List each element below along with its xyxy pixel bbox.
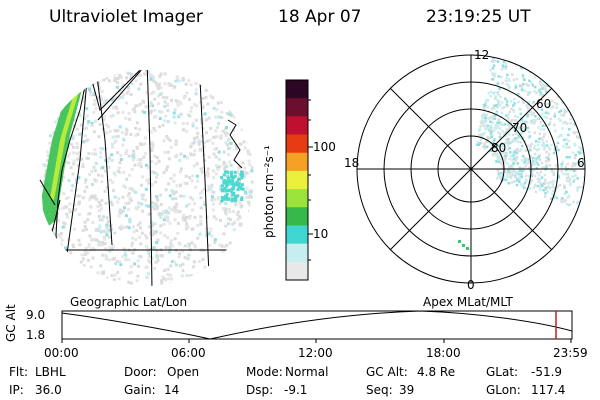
colorbar-block (286, 134, 308, 154)
altitude-xtick-1200: 12:00 (298, 346, 333, 360)
colorbar-block (286, 261, 308, 281)
colorbar-block (286, 243, 308, 263)
mlt-label-0: 0 (467, 278, 475, 292)
mlat-label-70: 70 (512, 121, 528, 135)
polar-plot-caption: Apex MLat/MLT (423, 295, 513, 309)
polar-diag-2 (389, 87, 553, 251)
info-dsp-label: Dsp: (246, 383, 274, 397)
info-gain-label: Gain: (124, 383, 156, 397)
colorbar-block (286, 225, 308, 245)
altitude-plot (61, 310, 573, 343)
colorbar-block (286, 80, 308, 99)
colorbar-block (286, 116, 308, 136)
info-gcalt-value: 4.8 Re (417, 365, 456, 379)
info-gain-value: 14 (164, 383, 180, 397)
geo-map-caption: Geographic Lat/Lon (70, 295, 188, 309)
info-seq-value: 39 (399, 383, 415, 397)
altitude-xtick-2359: 23:59 (553, 346, 588, 360)
info-flt-label: Flt: (9, 365, 28, 379)
colorbar-block (286, 207, 308, 226)
altitude-ytick-low: 1.8 (26, 328, 46, 342)
polar-plot (356, 54, 586, 284)
mlat-label-60: 60 (536, 97, 552, 111)
info-door-value: Open (167, 365, 200, 379)
info-dsp-value: -9.1 (284, 383, 308, 397)
colorbar-unit-label: photon cm⁻²s⁻¹ (262, 145, 276, 238)
info-mode-value: Normal (285, 365, 329, 379)
info-seq-label: Seq: (366, 383, 393, 397)
mlt-label-12: 12 (474, 48, 490, 62)
altitude-plot-frame (61, 310, 573, 340)
info-glon-value: 117.4 (531, 383, 566, 397)
colorbar-label-10: 10 (313, 227, 329, 241)
altitude-xtick-1800: 18:00 (426, 346, 461, 360)
colorbar-block (286, 98, 308, 117)
info-door-label: Door: (124, 365, 157, 379)
altitude-curve (61, 310, 573, 340)
altitude-ytick-high: 9.0 (26, 308, 46, 322)
mlat-label-80: 80 (491, 141, 507, 155)
info-mode-label: Mode: (246, 365, 283, 379)
altitude-ylabel: GC Alt (4, 304, 18, 342)
colorbar-block (286, 189, 308, 208)
mlt-label-18: 18 (344, 156, 360, 170)
altitude-xtick-0600: 06:00 (171, 346, 206, 360)
mlt-label-6: 6 (577, 156, 585, 170)
header-date: 18 Apr 07 (278, 7, 362, 27)
info-flt-value: LBHL (35, 365, 66, 379)
info-ip-value: 36.0 (35, 383, 62, 397)
info-gcalt-label: GC Alt: (366, 365, 408, 379)
info-glat-label: GLat: (486, 365, 519, 379)
info-glat-value: -51.9 (531, 365, 563, 379)
geographic-map (38, 70, 254, 286)
colorbar-block (286, 152, 308, 172)
app-title: Ultraviolet Imager (49, 7, 203, 27)
colorbar (285, 79, 313, 281)
info-glon-label: GLon: (486, 383, 521, 397)
colorbar-label-100: 100 (313, 140, 336, 154)
header-time: 23:19:25 UT (426, 7, 531, 27)
info-ip-label: IP: (9, 383, 24, 397)
auroral-oval-core (50, 80, 82, 200)
altitude-xtick-0000: 00:00 (44, 346, 79, 360)
colorbar-frame (285, 79, 309, 281)
colorbar-block (286, 170, 308, 190)
